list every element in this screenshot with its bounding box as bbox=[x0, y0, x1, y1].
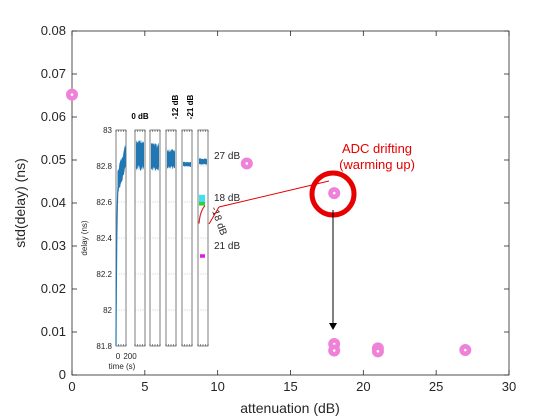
inset-marker-green bbox=[199, 202, 205, 206]
panel-label-12db: -12 dB bbox=[171, 95, 180, 120]
inset-panel bbox=[115, 129, 127, 347]
y-axis-ticks: 0 0.01 0.02 0.03 0.04 0.05 0.06 0.07 0.08 bbox=[41, 23, 509, 382]
panel-label-21db: -21 dB bbox=[186, 95, 195, 120]
x-tick-label: 25 bbox=[429, 379, 443, 394]
y-axis-label: std(delay) (ns) bbox=[12, 158, 28, 247]
y-tick-label: 0.04 bbox=[41, 195, 66, 210]
inset-trace-band bbox=[136, 139, 144, 172]
label-18db: 18 dB bbox=[214, 193, 240, 204]
y-tick-label: 0.05 bbox=[41, 152, 66, 167]
inset-y-tick-label: 82.2 bbox=[96, 270, 112, 279]
panel-label-0db: 0 dB bbox=[131, 112, 149, 121]
data-point-center bbox=[332, 191, 336, 195]
inset-y-tick-label: 83 bbox=[103, 126, 112, 135]
main-plot: 0 5 10 15 20 25 30 0 0.01 0.02 0.03 0.04 0.05 0.06 0.… bbox=[12, 23, 516, 416]
inset-panel bbox=[149, 129, 161, 347]
inset-y-tick-label: 82.8 bbox=[96, 162, 112, 171]
data-point-center bbox=[245, 162, 249, 165]
y-tick-label: 0.01 bbox=[41, 324, 66, 339]
drift-label-line2: (warming up) bbox=[339, 157, 415, 172]
inset-panel bbox=[181, 129, 193, 347]
inset-trace-band bbox=[183, 161, 191, 167]
inset-y-tick-label: 81.8 bbox=[96, 342, 112, 351]
y-tick-label: 0.07 bbox=[41, 66, 66, 81]
x-tick-label: 15 bbox=[283, 379, 297, 394]
connector-line-short bbox=[208, 206, 220, 225]
label-27db: 27 dB bbox=[214, 151, 240, 162]
inset-trace-band bbox=[167, 148, 175, 170]
x-tick-label: 5 bbox=[141, 379, 148, 394]
inset-trace-band bbox=[199, 158, 207, 165]
x-axis-ticks: 0 5 10 15 20 25 30 bbox=[68, 31, 516, 394]
inset-x-tick-0: 0 bbox=[116, 352, 121, 361]
y-tick-label: 0.02 bbox=[41, 281, 66, 296]
inset-y-label: delay (ns) bbox=[80, 220, 89, 255]
data-point-center bbox=[70, 93, 74, 96]
inset-marker-red bbox=[198, 205, 206, 224]
arrow-head bbox=[329, 323, 337, 330]
inset-panels bbox=[115, 129, 209, 347]
inset-y-ticks: 83 82.8 82.6 82.4 82.2 82 81.8 bbox=[96, 126, 112, 351]
y-tick-label: 0.08 bbox=[41, 23, 66, 38]
x-tick-label: 30 bbox=[502, 379, 516, 394]
inset-marker-cyan bbox=[199, 194, 205, 202]
inset-trace-band bbox=[151, 142, 159, 172]
y-tick-label: 0 bbox=[59, 367, 66, 382]
y-tick-label: 0.06 bbox=[41, 109, 66, 124]
inset-panel bbox=[165, 129, 177, 347]
inset-panel bbox=[134, 129, 146, 347]
data-point-center bbox=[332, 349, 336, 352]
inset-trace-band bbox=[117, 141, 126, 197]
label-21db: 21 dB bbox=[214, 241, 240, 252]
inset-plot: delay (ns) 83 82.8 82.6 82.4 82.2 82 81.8 0 20… bbox=[80, 95, 240, 371]
inset-marker-magenta bbox=[200, 254, 205, 258]
label-neg18db: -18 dB bbox=[208, 205, 229, 237]
y-tick-label: 0.03 bbox=[41, 238, 66, 253]
connector-line bbox=[218, 180, 330, 208]
data-point-center bbox=[376, 350, 380, 353]
x-axis-label: attenuation (dB) bbox=[240, 400, 340, 416]
inset-x-label: time (s) bbox=[109, 362, 136, 371]
inset-y-tick-label: 82.6 bbox=[96, 198, 112, 207]
x-tick-label: 20 bbox=[356, 379, 370, 394]
data-point-center bbox=[464, 348, 467, 352]
inset-traces bbox=[115, 139, 207, 347]
x-tick-label: 10 bbox=[210, 379, 224, 394]
annotations: ADC drifting (warming up) bbox=[208, 141, 415, 330]
inset-x-tick-200: 200 bbox=[123, 352, 137, 361]
x-tick-label: 0 bbox=[68, 379, 75, 394]
inset-y-tick-label: 82 bbox=[103, 306, 112, 315]
data-points bbox=[66, 88, 472, 358]
inset-y-tick-label: 82.4 bbox=[96, 234, 112, 243]
drift-label-line1: ADC drifting bbox=[342, 141, 412, 156]
